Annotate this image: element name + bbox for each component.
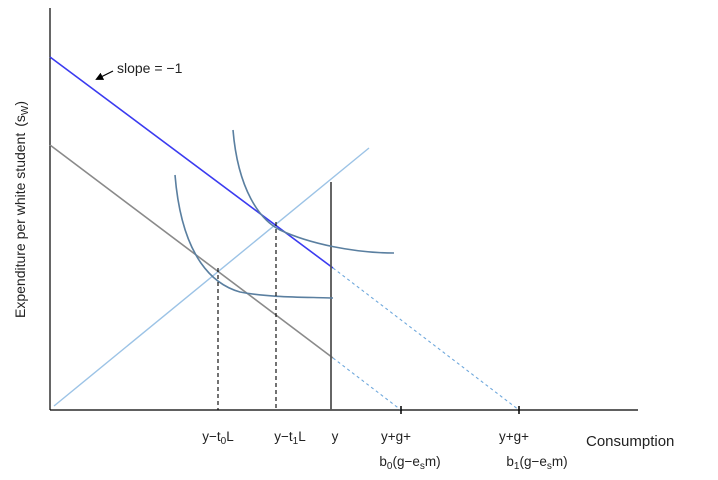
tick-label-y: y	[332, 429, 339, 444]
origin-ray	[53, 147, 370, 407]
y-axis-label-text: Expenditure per white student	[12, 133, 28, 318]
y-axis-symbol: s	[12, 115, 28, 122]
tick-label-b0-line1: y+g+	[381, 429, 411, 444]
tick-label-t0: y−t0L	[202, 429, 234, 447]
y-axis-label: Expenditure per white student(sW)	[12, 101, 31, 318]
slope-annotation: slope = −1	[117, 60, 183, 76]
budget-line-upper	[49, 56, 334, 269]
budget-line-lower-extension	[332, 357, 402, 411]
y-axis-symbol-sub: W	[20, 105, 31, 115]
slope-arrow	[95, 70, 114, 80]
indifference-curve-lower	[174, 174, 334, 299]
budget-line-lower	[49, 144, 334, 359]
x-axis-label: Consumption	[586, 433, 674, 450]
tick-label-b1-line2: b1(g−esm)	[506, 454, 567, 472]
tick-label-b1-line1: y+g+	[499, 429, 529, 444]
tick-label-b0-line2: b0(g−esm)	[379, 454, 440, 472]
tick-label-t1: y−t1L	[274, 429, 306, 447]
indifference-curve-upper	[232, 129, 395, 254]
budget-line-upper-extension	[332, 267, 520, 411]
